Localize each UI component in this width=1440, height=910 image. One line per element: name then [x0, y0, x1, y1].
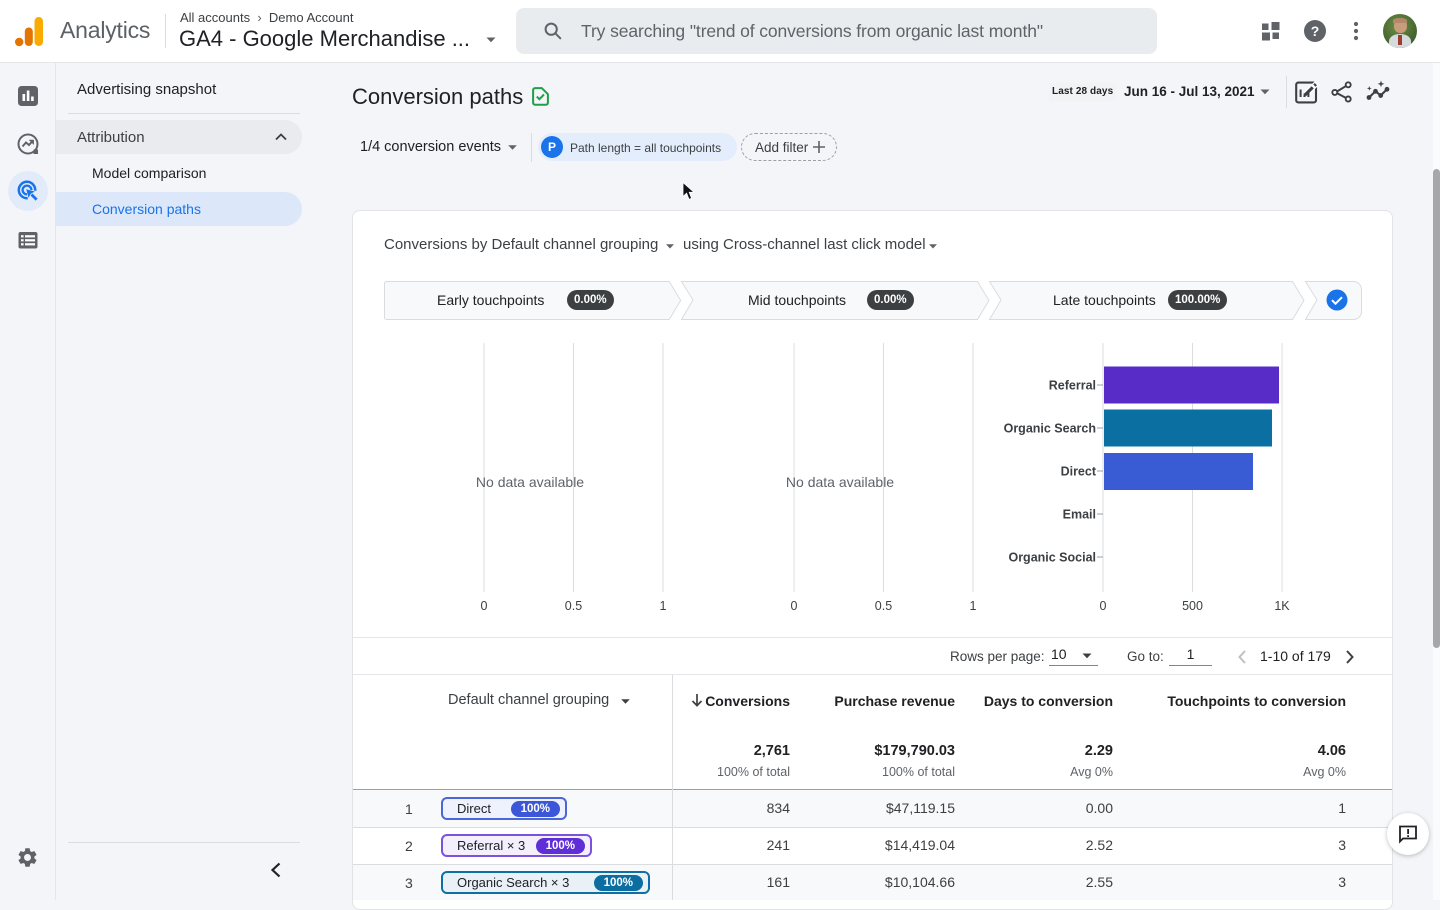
svg-text:500: 500 — [1182, 599, 1203, 613]
svg-text:0: 0 — [481, 599, 488, 613]
svg-text:Organic Social: Organic Social — [1008, 551, 1096, 565]
svg-text:0.5: 0.5 — [565, 599, 582, 613]
svg-text:0.5: 0.5 — [875, 599, 892, 613]
svg-text:1: 1 — [970, 599, 977, 613]
svg-text:Email: Email — [1063, 508, 1096, 522]
svg-text:1K: 1K — [1274, 599, 1290, 613]
svg-text:Direct: Direct — [1061, 465, 1097, 479]
svg-text:No data available: No data available — [786, 474, 894, 490]
svg-text:Organic Search: Organic Search — [1004, 422, 1096, 436]
svg-text:0: 0 — [791, 599, 798, 613]
svg-text:1: 1 — [660, 599, 667, 613]
svg-text:No data available: No data available — [476, 474, 584, 490]
svg-text:0: 0 — [1100, 599, 1107, 613]
svg-text:Referral: Referral — [1049, 379, 1096, 393]
